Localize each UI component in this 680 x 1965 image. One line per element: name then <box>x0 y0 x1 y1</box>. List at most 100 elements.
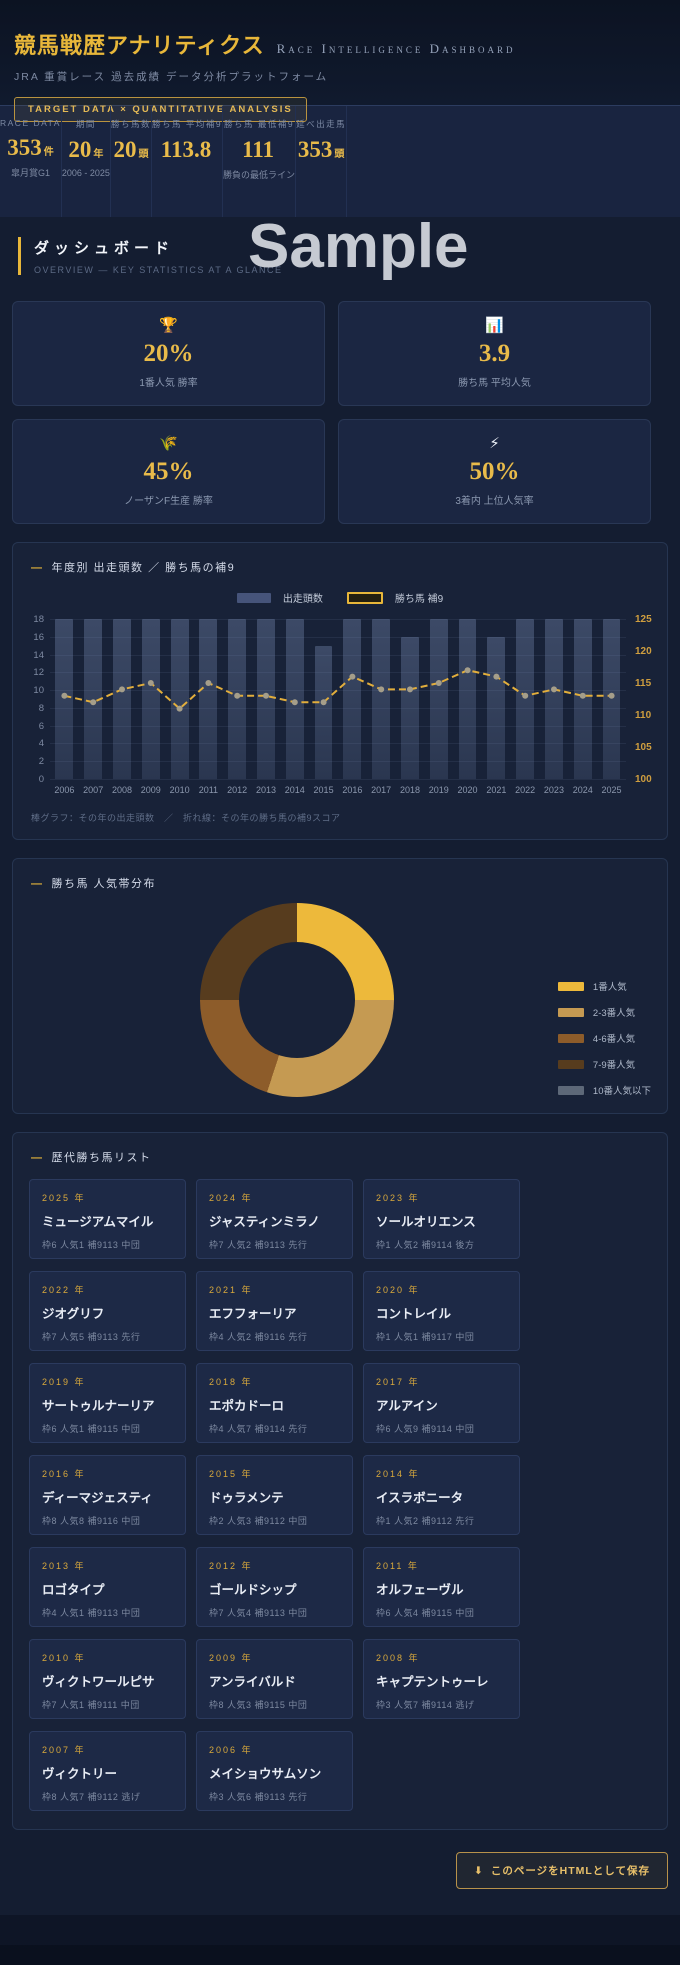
donut-body: 1番人気 2-3番人気 4-6番人気 7-9番人気 10番人気以下 <box>13 891 667 1113</box>
page-header: 競馬戦歴アナリティクス Race Intelligence Dashboard … <box>0 0 680 122</box>
winner-card: 2021 年 エフフォーリア 枠4 人気2 補9116 先行 <box>196 1271 353 1351</box>
x-tick-2013: 2013 <box>255 785 276 795</box>
stat-value: 20 年 <box>68 137 104 162</box>
stat-cell: RACE DATA 353 件 皐月賞G1 <box>0 106 62 217</box>
kpi-card: ⚡ 50% 3着内 上位人気率 <box>338 419 651 524</box>
stat-sub: 2006 - 2025 <box>61 168 110 178</box>
popularity-donut-panel: — 勝ち馬 人気帯分布 1番人気 2-3番人気 4-6番人気 <box>12 858 668 1114</box>
donut-legend-item: 4-6番人気 <box>557 1031 651 1045</box>
donut-legend-item: 10番人気以下 <box>557 1083 651 1097</box>
winner-year: 2009 年 <box>209 1653 253 1663</box>
winner-stats: 枠3 人気7 補9114 逃げ <box>376 1700 475 1710</box>
winner-year: 2021 年 <box>209 1285 253 1295</box>
y-tick-left: 2 <box>38 756 44 768</box>
winner-stats: 枠4 人気2 補9116 先行 <box>209 1332 308 1342</box>
winner-card: 2012 年 ゴールドシップ 枠7 人気4 補9113 中団 <box>196 1547 353 1627</box>
main-content: Sample ダッシュボード OVERVIEW — KEY STATISTICS… <box>0 212 680 1915</box>
x-tick-2009: 2009 <box>140 785 161 795</box>
kpi-card: 🏆 20% 1番人気 勝率 <box>12 301 325 406</box>
winner-stats: 枠1 人気2 補9114 後方 <box>376 1240 475 1250</box>
stat-label: 勝ち馬数 <box>110 119 151 129</box>
winner-horse-name: ロゴタイプ <box>42 1583 105 1597</box>
winner-year: 2017 年 <box>376 1377 420 1387</box>
winner-year: 2018 年 <box>209 1377 253 1387</box>
app-subtitle: JRA 重賞レース 過去成績 データ分析プラットフォーム <box>14 71 329 83</box>
winner-horse-name: ドゥラメンテ <box>209 1491 284 1505</box>
winner-stats: 枠3 人気6 補9113 先行 <box>209 1792 308 1802</box>
legend-bar-swatch <box>236 592 271 603</box>
kpi-value: 50% <box>469 458 520 485</box>
bar-2008 <box>108 619 137 779</box>
kpi-label: 1番人気 勝率 <box>139 378 198 389</box>
x-tick-2018: 2018 <box>399 785 420 795</box>
winner-card: 2025 年 ミュージアムマイル 枠6 人気1 補9113 中団 <box>29 1179 186 1259</box>
stat-cell: 延べ出走馬 353 頭 <box>296 106 348 217</box>
save-html-button[interactable]: ⬇ このページをHTMLとして保存 <box>456 1852 668 1889</box>
legend-color-swatch <box>557 981 584 991</box>
winner-card: 2006 年 メイショウサムソン 枠3 人気6 補9113 先行 <box>196 1731 353 1811</box>
legend-label: 10番人気以下 <box>592 1086 651 1097</box>
stat-cell: 勝ち馬 最低補9 111 勝負の最低ライン <box>223 106 297 217</box>
chart-plot-area <box>50 619 626 780</box>
winner-stats: 枠1 人気2 補9112 先行 <box>376 1516 475 1526</box>
bar-2009 <box>136 619 165 779</box>
bar-2018 <box>396 619 425 779</box>
winner-score-line <box>61 667 615 712</box>
y-axis-left: 18 16 14 12 10 8 6 4 2 0 <box>20 614 50 785</box>
stat-label: 期間 <box>75 119 96 129</box>
legend-line-label: 勝ち馬 補9 <box>394 594 444 605</box>
winner-year: 2025 年 <box>42 1193 86 1203</box>
footer-strip <box>0 1945 680 1965</box>
winner-horse-name: ジオグリフ <box>42 1307 105 1321</box>
winner-stats: 枠6 人気9 補9114 中団 <box>376 1424 475 1434</box>
winners-title: — 歴代勝ち馬リスト <box>31 1152 152 1164</box>
kpi-label: 3着内 上位人気率 <box>455 496 534 507</box>
x-tick-2016: 2016 <box>342 785 363 795</box>
kpi-value: 20% <box>143 340 194 367</box>
legend-color-swatch <box>557 1007 584 1017</box>
x-tick-2015: 2015 <box>313 785 334 795</box>
winner-horse-name: サートゥルナーリア <box>42 1399 155 1413</box>
legend-label: 7-9番人気 <box>592 1060 636 1071</box>
winner-card: 2011 年 オルフェーヴル 枠6 人気4 補9115 中団 <box>363 1547 520 1627</box>
winner-card: 2022 年 ジオグリフ 枠7 人気5 補9113 先行 <box>29 1271 186 1351</box>
stat-cell: 期間 20 年 2006 - 2025 <box>62 106 111 217</box>
x-tick-2024: 2024 <box>572 785 593 795</box>
legend-color-swatch <box>557 1085 584 1095</box>
bar-2019 <box>424 619 453 779</box>
y-tick-left: 10 <box>33 685 44 697</box>
winners-panel: — 歴代勝ち馬リスト 2025 年 ミュージアムマイル 枠6 人気1 補9113 … <box>12 1132 668 1830</box>
winner-card: 2024 年 ジャスティンミラノ 枠7 人気2 補9113 先行 <box>196 1179 353 1259</box>
stat-label: RACE DATA <box>0 118 61 128</box>
bar-2007 <box>79 619 108 779</box>
winner-year: 2014 年 <box>376 1469 420 1479</box>
stat-unit: 頭 <box>334 149 345 160</box>
winner-stats: 枠7 人気5 補9113 先行 <box>42 1332 141 1342</box>
title-dash: — <box>31 562 44 574</box>
title-dash: — <box>31 1152 44 1164</box>
winner-horse-name: イスラボニータ <box>376 1491 464 1505</box>
legend-label: 4-6番人気 <box>592 1034 636 1045</box>
y-tick-right: 110 <box>635 710 652 721</box>
winner-stats: 枠1 人気1 補9117 中団 <box>376 1332 475 1342</box>
x-tick-2023: 2023 <box>543 785 564 795</box>
donut-legend-item: 2-3番人気 <box>557 1005 651 1019</box>
kpi-label: ノーザンF生産 勝率 <box>124 496 213 507</box>
x-tick-2006: 2006 <box>54 785 75 795</box>
winner-horse-name: コントレイル <box>376 1307 452 1321</box>
winner-year: 2015 年 <box>209 1469 253 1479</box>
winner-card: 2013 年 ロゴタイプ 枠4 人気1 補9113 中団 <box>29 1547 186 1627</box>
legend-bar-label: 出走頭数 <box>282 594 323 605</box>
stat-unit: 件 <box>43 147 54 158</box>
y-tick-left: 8 <box>38 702 44 714</box>
winner-year: 2011 年 <box>376 1561 419 1571</box>
dashboard-section-header: ダッシュボード OVERVIEW — KEY STATISTICS AT A G… <box>18 237 668 275</box>
stat-value: 353 件 <box>7 135 54 160</box>
dashboard-subtitle: OVERVIEW — KEY STATISTICS AT A GLANCE <box>34 265 283 275</box>
legend-label: 1番人気 <box>592 982 627 993</box>
winner-year: 2022 年 <box>42 1285 86 1295</box>
kpi-icon: ⚡ <box>489 435 500 452</box>
winner-horse-name: ディーマジェスティ <box>42 1491 153 1505</box>
x-tick-2017: 2017 <box>371 785 392 795</box>
